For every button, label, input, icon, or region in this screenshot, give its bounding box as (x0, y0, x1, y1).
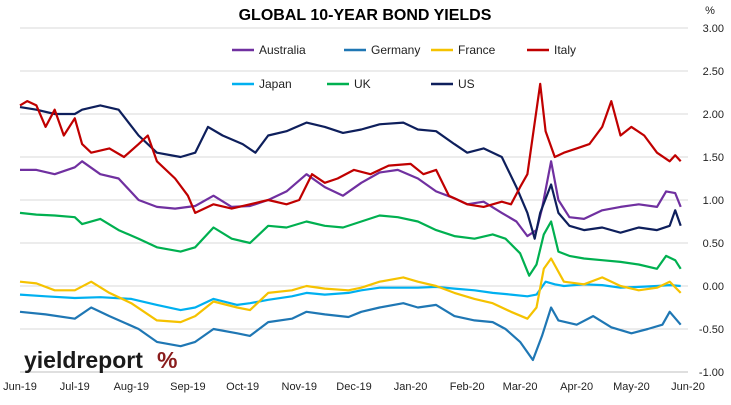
x-tick-label: Jul-19 (60, 381, 90, 393)
legend-label-us: US (458, 77, 475, 91)
x-tick-label: Jun-20 (671, 381, 705, 393)
legend-label-france: France (458, 43, 496, 57)
series-line-germany (19, 302, 682, 362)
y-axis-unit: % (705, 5, 715, 17)
x-tick-label: Oct-19 (226, 381, 259, 393)
series-line-italy (19, 82, 682, 214)
logo-wordmark: yieldreport (24, 347, 143, 373)
x-tick-label: Apr-20 (560, 381, 593, 393)
y-tick-label: 0.50 (703, 238, 724, 250)
x-axis: Jun-19 Jul-19 Aug-19 Sep-19 Oct-19 Nov-19 Dec-… (3, 371, 705, 393)
legend-label-uk: UK (354, 77, 371, 91)
series-line-us (19, 104, 682, 240)
logo-percent-symbol: % (157, 347, 177, 373)
x-tick-label: Aug-19 (114, 381, 149, 393)
series-line-france (19, 257, 682, 324)
y-tick-label: -1.00 (699, 367, 724, 379)
legend-label-italy: Italy (554, 43, 576, 57)
x-tick-label: Mar-20 (503, 381, 538, 393)
x-tick-label: Feb-20 (450, 381, 485, 393)
x-tick-label: Sep-19 (170, 381, 205, 393)
y-tick-label: -0.50 (699, 324, 724, 336)
x-tick-label: Nov-19 (282, 381, 317, 393)
legend-label-australia: Australia (259, 43, 306, 57)
x-tick-label: Jun-19 (3, 381, 37, 393)
chart-title: GLOBAL 10-YEAR BOND YIELDS (239, 7, 492, 24)
legend-label-germany: Germany (371, 43, 420, 57)
y-tick-label: 1.50 (703, 152, 724, 164)
y-tick-label: 2.00 (703, 109, 724, 121)
y-tick-label: 0.00 (703, 281, 724, 293)
y-tick-label: 1.00 (703, 195, 724, 207)
yieldreport-logo: yieldreport % (24, 347, 177, 373)
legend: Australia Germany France Italy Japan UK US (232, 43, 576, 91)
x-tick-label: May-20 (613, 381, 650, 393)
y-axis: 3.00 2.50 2.00 1.50 1.00 0.50 0.00 -0.50 -1.00 (699, 23, 724, 379)
legend-label-japan: Japan (259, 77, 292, 91)
y-tick-label: 2.50 (703, 66, 724, 78)
series-line-uk (19, 211, 682, 277)
y-tick-label: 3.00 (703, 23, 724, 35)
x-tick-label: Dec-19 (336, 381, 371, 393)
series-line-australia (20, 160, 682, 238)
series-lines (19, 82, 682, 362)
x-tick-label: Jan-20 (394, 381, 428, 393)
